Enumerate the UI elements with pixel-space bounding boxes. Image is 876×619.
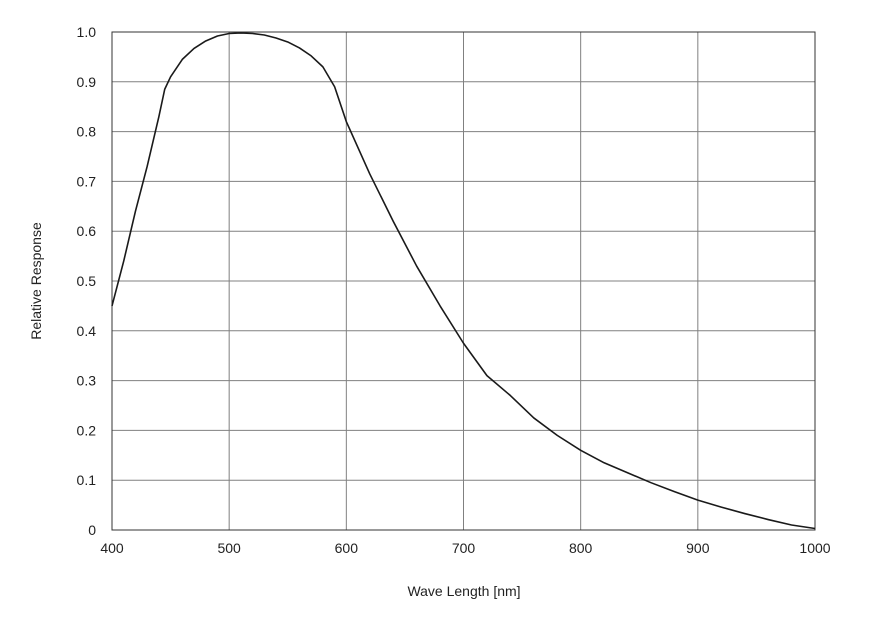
y-tick-label: 0.1	[77, 472, 97, 488]
x-tick-label: 800	[569, 540, 593, 556]
y-tick-label: 0.9	[77, 74, 97, 90]
y-tick-label: 0.5	[77, 273, 97, 289]
y-tick-label: 0.2	[77, 422, 97, 438]
y-tick-label: 0.6	[77, 223, 97, 239]
y-tick-label: 1.0	[77, 24, 97, 40]
x-tick-label: 900	[686, 540, 710, 556]
plot-border	[111, 31, 816, 531]
y-tick-label: 0.8	[77, 124, 97, 140]
x-tick-label: 600	[335, 540, 359, 556]
y-tick-label: 0	[88, 522, 96, 538]
x-tick-label: 700	[452, 540, 476, 556]
x-axis-title: Wave Length [nm]	[407, 583, 520, 599]
y-tick-label: 0.4	[77, 323, 97, 339]
x-tick-label: 1000	[799, 540, 830, 556]
x-tick-label: 500	[217, 540, 241, 556]
grid-lines	[112, 32, 815, 530]
y-tick-labels: 0 0.1 0.2 0.3 0.4 0.5 0.6 0.7 0.8 0.9 1.0	[77, 24, 97, 538]
x-tick-labels: 400 500 600 700 800 900 1000	[100, 540, 830, 556]
x-tick-label: 400	[100, 540, 124, 556]
y-tick-label: 0.3	[77, 373, 97, 389]
series-layer	[111, 32, 816, 530]
y-axis-title: Relative Response	[28, 222, 44, 340]
y-tick-label: 0.7	[77, 173, 97, 189]
response-curve	[111, 32, 816, 530]
plot-frame	[111, 31, 816, 531]
